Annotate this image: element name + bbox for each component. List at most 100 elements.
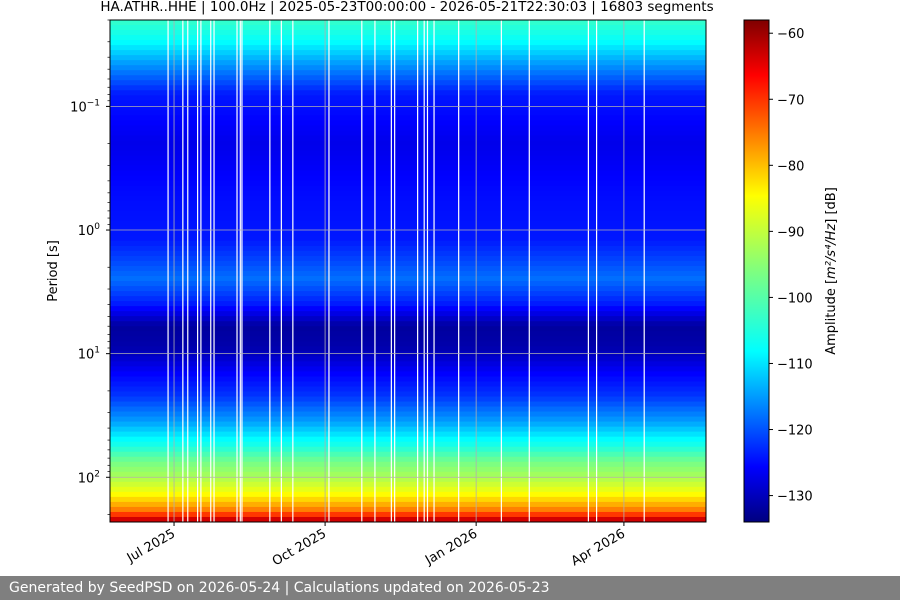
colorbar-tick-label: −130 (777, 490, 813, 505)
y-tick-base: 10 (78, 471, 95, 486)
heatmap-band (110, 361, 706, 367)
heatmap-band (110, 456, 706, 463)
heatmap-band (110, 276, 706, 282)
heatmap-band (110, 70, 706, 76)
data-gap (213, 20, 215, 522)
heatmap-band (110, 366, 706, 372)
heatmap-band (110, 336, 706, 342)
heatmap-band (110, 80, 706, 86)
data-gap (182, 20, 184, 522)
heatmap-band (110, 155, 706, 162)
heatmap-band (110, 65, 706, 71)
colorbar-tick-label: −80 (777, 159, 804, 174)
y-tick-exponent: 2 (94, 469, 100, 479)
data-gap (528, 20, 530, 522)
heatmap-band (110, 431, 706, 438)
x-tick-label: Jul 2025 (124, 526, 178, 566)
heatmap-band (110, 406, 706, 413)
heatmap-band (110, 230, 706, 237)
footer-text: Generated by SeedPSD on 2026-05-24 | Cal… (9, 580, 550, 596)
heatmap-band (110, 506, 706, 513)
y-tick-label: 101 (78, 346, 100, 363)
data-gap (280, 20, 282, 522)
heatmap-band (110, 265, 706, 272)
heatmap-band (110, 95, 706, 101)
data-gap (241, 20, 243, 522)
y-tick-exponent: 0 (94, 222, 100, 232)
heatmap-band (110, 120, 706, 127)
heatmap-band (110, 476, 706, 483)
heatmap-band (110, 351, 706, 357)
heatmap-band (110, 311, 706, 317)
colorbar-tick-label: −100 (777, 291, 813, 306)
heatmap-band (110, 170, 706, 177)
heatmap-band (110, 125, 706, 132)
heatmap-band (110, 205, 706, 212)
data-gap (643, 20, 645, 522)
heatmap-band (110, 85, 706, 91)
heatmap-band (110, 110, 706, 116)
colorbar-label-prefix: Amplitude [ (824, 279, 839, 355)
heatmap-band (110, 466, 706, 473)
data-gap (210, 20, 212, 522)
heatmap-band (110, 185, 706, 192)
heatmap-band (110, 220, 706, 227)
heatmap-band (110, 386, 706, 393)
colorbar-tick-label: −70 (777, 93, 804, 108)
colorbar-tick-label: −110 (777, 357, 813, 372)
heatmap-band (110, 210, 706, 217)
heatmap-band (110, 471, 706, 478)
data-gap (433, 20, 435, 522)
heatmap-band (110, 416, 706, 423)
heatmap-band (110, 200, 706, 207)
heatmap-band (110, 180, 706, 187)
heatmap-gaps (167, 20, 645, 522)
footer-bar: Generated by SeedPSD on 2026-05-24 | Cal… (0, 576, 900, 600)
heatmap-band (110, 235, 706, 242)
heatmap-band (110, 250, 706, 257)
y-tick-exponent: −1 (87, 98, 100, 108)
heatmap-band (110, 396, 706, 403)
data-gap (595, 20, 598, 522)
heatmap-band (110, 190, 706, 197)
heatmap-band (110, 215, 706, 222)
heatmap-band (110, 75, 706, 81)
heatmap-band (110, 461, 706, 468)
data-gap (423, 20, 425, 522)
data-gap (390, 20, 392, 522)
heatmap-band (110, 175, 706, 182)
heatmap-band (110, 446, 706, 453)
y-tick-exponent: 1 (94, 346, 100, 356)
x-tick-label: Oct 2025 (270, 526, 329, 569)
heatmap-band (110, 150, 706, 157)
chart-title: HA.ATHR..HHE | 100.0Hz | 2025-05-23T00:0… (100, 0, 714, 15)
heatmap-band (110, 135, 706, 142)
heatmap-band (110, 411, 706, 418)
data-gap (239, 20, 241, 522)
heatmap-band (110, 451, 706, 458)
heatmap-band (110, 255, 706, 262)
colorbar-tick-label: −120 (777, 424, 813, 439)
x-tick-label: Apr 2026 (569, 526, 628, 569)
data-gap (292, 20, 294, 522)
plot-frame (109, 19, 707, 523)
heatmap-band (110, 245, 706, 252)
grid-lines (110, 20, 706, 522)
y-tick-base: 10 (78, 348, 95, 363)
data-gap (328, 20, 330, 522)
data-gap (269, 20, 271, 522)
data-gap (500, 20, 502, 522)
colorbar-label: Amplitude [m²/s⁴/Hz] [dB] (824, 187, 839, 355)
heatmap-band (110, 140, 706, 147)
heatmap-bands (110, 20, 706, 522)
heatmap-band (110, 401, 706, 408)
colorbar-label-math: m²/s⁴/Hz (824, 223, 839, 279)
heatmap-area (110, 20, 706, 522)
heatmap-band (110, 165, 706, 172)
heatmap-band (110, 296, 706, 302)
heatmap-band (110, 260, 706, 267)
heatmap-band (110, 331, 706, 337)
y-tick-label: 100 (78, 222, 101, 239)
heatmap-band (110, 90, 706, 96)
heatmap-band (110, 100, 706, 106)
